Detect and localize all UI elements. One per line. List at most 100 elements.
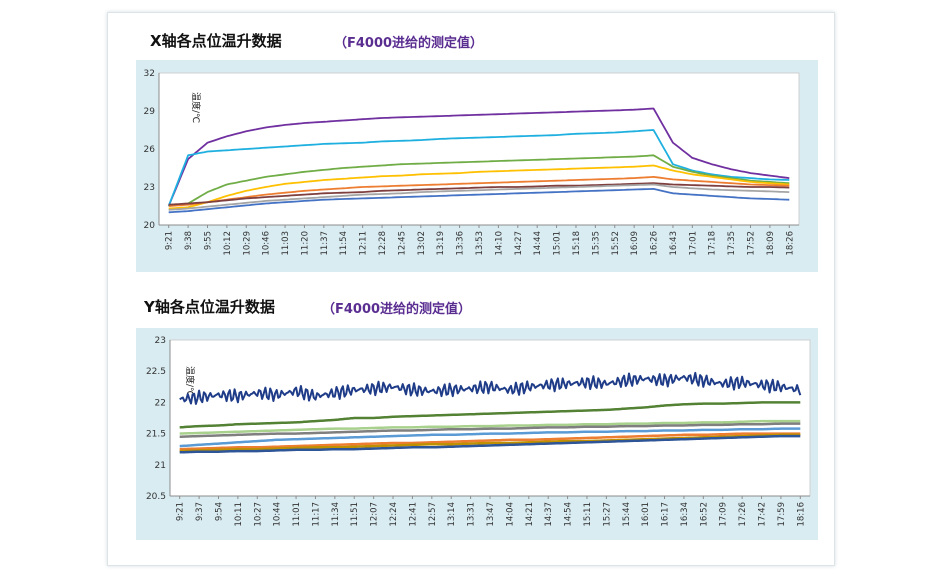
x-tick-label: 17:59: [777, 502, 787, 527]
x-tick-label: 14:54: [564, 502, 574, 527]
x-tick-label: 10:44: [273, 502, 283, 527]
y-tick-label: 21.5: [146, 430, 166, 440]
chart2-subtitle: （F4000进给的测定值）: [322, 302, 472, 317]
x-tick-label: 9:38: [184, 231, 194, 250]
series-line: [168, 182, 790, 206]
series-line: [167, 129, 790, 207]
x-tick-label: 18:26: [785, 231, 795, 256]
x-tick-label: 13:31: [467, 502, 477, 527]
x-tick-label: 15:35: [591, 231, 601, 256]
x-tick-label: 15:44: [622, 502, 632, 527]
x-tick-label: 14:04: [505, 502, 515, 527]
x-tick-label: 17:18: [708, 231, 718, 256]
x-tick-label: 10:12: [223, 231, 233, 256]
x-tick-label: 11:01: [292, 502, 302, 527]
y-tick-label: 20: [144, 221, 156, 231]
series-line: [168, 183, 790, 211]
series-line: [167, 107, 790, 207]
chart1-title: X轴各点位温升数据: [150, 32, 282, 50]
x-tick-label: 14:44: [533, 231, 543, 256]
x-tick-label: 13:19: [436, 231, 446, 256]
y-tick-label: 21: [155, 461, 166, 471]
x-tick-label: 11:03: [281, 231, 291, 256]
x-tick-label: 12:45: [397, 231, 407, 256]
x-tick-label: 10:27: [253, 502, 263, 527]
x-tick-label: 14:37: [544, 502, 554, 527]
chart1-subtitle: （F4000进给的测定值）: [334, 36, 484, 51]
x-tick-label: 11:34: [331, 502, 341, 527]
x-tick-label: 12:24: [389, 502, 399, 527]
x-tick-label: 12:07: [370, 502, 380, 527]
x-tick-label: 16:17: [661, 502, 671, 527]
x-tick-label: 13:14: [447, 502, 457, 527]
y-tick-label: 26: [144, 145, 156, 155]
x-tick-label: 12:28: [378, 231, 388, 256]
y-tick-label: 20.5: [146, 492, 166, 502]
x-tick-label: 16:52: [699, 502, 709, 527]
x-tick-label: 15:27: [602, 502, 612, 527]
y-tick-label: 29: [144, 107, 156, 117]
y-tick-label: 22.5: [146, 367, 166, 377]
x-tick-label: 16:26: [650, 231, 660, 256]
x-tick-label: 13:36: [456, 231, 466, 256]
series-line: [168, 154, 790, 207]
series-line: [168, 175, 790, 207]
x-tick-label: 18:16: [796, 502, 806, 527]
x-tick-label: 17:01: [688, 231, 698, 256]
x-tick-label: 9:37: [195, 502, 205, 521]
x-tick-label: 14:10: [494, 231, 504, 256]
series-line: [179, 419, 801, 435]
x-tick-label: 9:21: [176, 502, 186, 521]
y-tick-label: 23: [155, 336, 166, 346]
series-line: [179, 434, 801, 454]
x-tick-label: 9:21: [165, 231, 175, 250]
x-tick-label: 17:52: [747, 231, 757, 256]
x-tick-label: 12:41: [408, 502, 418, 527]
x-tick-label: 10:46: [262, 231, 272, 256]
y-tick-label: 32: [144, 69, 155, 79]
x-tick-label: 16:09: [630, 231, 640, 256]
x-tick-label: 15:11: [583, 502, 593, 527]
x-tick-label: 18:09: [766, 231, 776, 256]
y-axis-label: 温度/℃: [184, 366, 196, 397]
x-tick-label: 17:09: [719, 502, 729, 527]
x-tick-label: 17:26: [738, 502, 748, 527]
x-tick-label: 15:52: [611, 231, 621, 256]
x-tick-label: 11:54: [339, 231, 349, 256]
x-tick-label: 13:47: [486, 502, 496, 527]
series-line: [179, 432, 801, 451]
x-tick-label: 14:27: [514, 231, 524, 256]
x-tick-label: 16:01: [641, 502, 651, 527]
series-line: [168, 187, 790, 214]
x-tick-label: 9:54: [214, 502, 224, 521]
x-tick-label: 15:01: [553, 231, 563, 256]
x-tick-label: 16:43: [669, 231, 679, 256]
x-tick-label: 11:51: [350, 502, 360, 527]
x-tick-label: 11:37: [320, 231, 330, 256]
series-line: [179, 401, 801, 429]
x-tick-label: 10:29: [242, 231, 252, 256]
x-tick-label: 10:11: [234, 502, 244, 527]
x-tick-label: 11:20: [300, 231, 310, 256]
chart2-title: Y轴各点位温升数据: [144, 298, 275, 316]
x-tick-label: 14:21: [525, 502, 535, 527]
x-tick-label: 12:57: [428, 502, 438, 527]
plot-area: [169, 339, 811, 497]
x-tick-label: 9:55: [203, 231, 213, 250]
series-line: [179, 427, 801, 448]
x-tick-label: 15:18: [572, 231, 582, 256]
plot-area: [158, 72, 800, 226]
y-axis-label: 温度/℃: [190, 92, 202, 123]
y-tick-label: 23: [144, 183, 155, 193]
series-line: [179, 371, 802, 405]
x-tick-label: 17:42: [758, 502, 768, 527]
x-tick-label: 16:34: [680, 502, 690, 527]
y-tick-label: 22: [155, 398, 166, 408]
x-tick-label: 13:02: [417, 231, 427, 256]
x-tick-label: 17:35: [727, 231, 737, 256]
series-line: [168, 164, 790, 210]
x-tick-label: 11:17: [311, 502, 321, 527]
series-line: [179, 422, 801, 438]
